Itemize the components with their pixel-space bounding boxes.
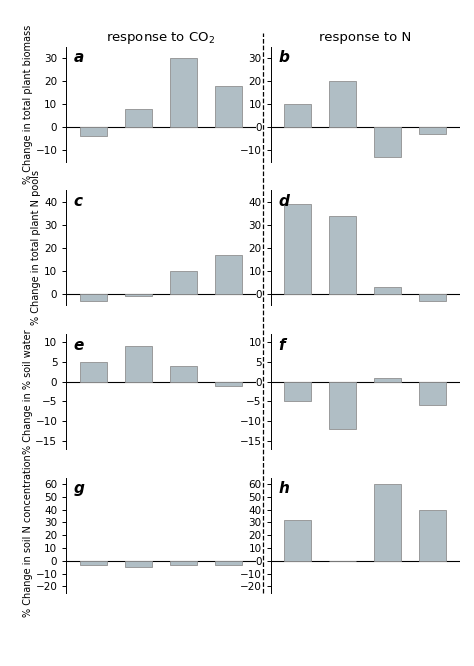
Bar: [374, 127, 401, 157]
Bar: [329, 382, 356, 429]
Bar: [80, 127, 107, 137]
Bar: [284, 382, 311, 402]
Text: c: c: [74, 194, 83, 208]
Bar: [215, 561, 242, 565]
Y-axis label: % Change in total plant N pools: % Change in total plant N pools: [31, 170, 41, 325]
Bar: [215, 254, 242, 294]
Text: h: h: [278, 482, 289, 496]
Bar: [419, 294, 446, 301]
Bar: [215, 382, 242, 386]
Bar: [329, 216, 356, 294]
Text: e: e: [74, 338, 84, 352]
Bar: [419, 127, 446, 134]
Bar: [215, 86, 242, 127]
Title: response to CO$_2$: response to CO$_2$: [107, 30, 215, 46]
Bar: [419, 382, 446, 406]
Bar: [374, 287, 401, 294]
Bar: [284, 520, 311, 561]
Text: d: d: [278, 194, 289, 208]
Text: g: g: [74, 482, 85, 496]
Text: f: f: [278, 338, 285, 352]
Bar: [284, 104, 311, 127]
Bar: [419, 509, 446, 561]
Bar: [374, 378, 401, 382]
Y-axis label: % Change in total plant biomass: % Change in total plant biomass: [23, 25, 33, 184]
Bar: [170, 366, 197, 382]
Title: response to N: response to N: [319, 31, 411, 44]
Bar: [125, 561, 152, 567]
Text: a: a: [74, 50, 84, 65]
Bar: [170, 271, 197, 294]
Bar: [170, 58, 197, 127]
Bar: [170, 561, 197, 565]
Bar: [284, 204, 311, 294]
Bar: [329, 81, 356, 127]
Bar: [80, 294, 107, 301]
Bar: [80, 561, 107, 565]
Y-axis label: % Change in % soil water: % Change in % soil water: [23, 329, 33, 454]
Bar: [374, 484, 401, 561]
Bar: [125, 109, 152, 127]
Text: b: b: [278, 50, 289, 65]
Bar: [125, 294, 152, 296]
Y-axis label: % Change in soil N concentration: % Change in soil N concentration: [23, 454, 33, 617]
Bar: [125, 346, 152, 382]
Bar: [80, 362, 107, 382]
